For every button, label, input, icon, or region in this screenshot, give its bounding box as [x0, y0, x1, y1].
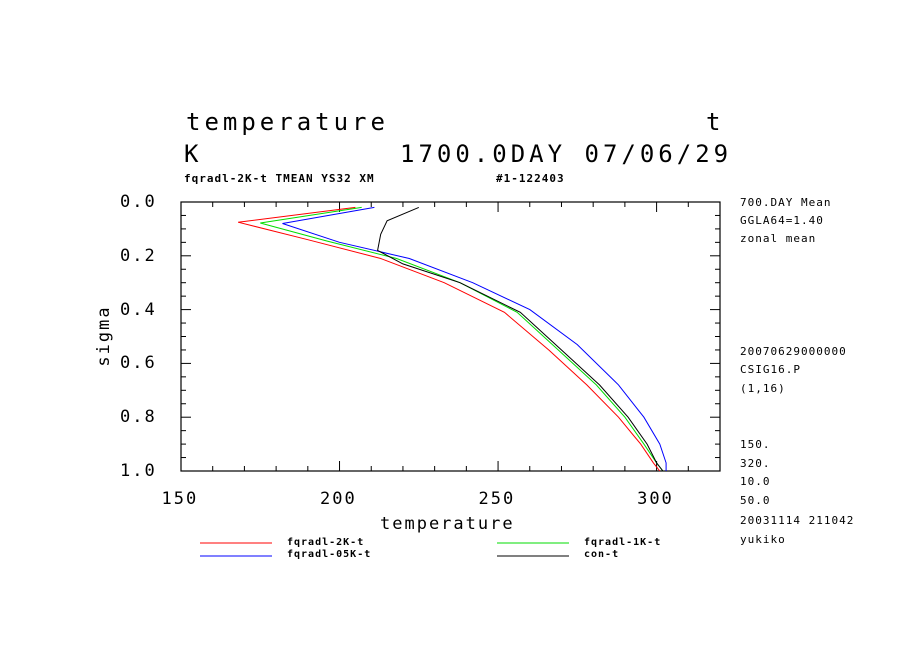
unit-label: K — [184, 140, 203, 168]
x-tick-label: 250 — [478, 489, 516, 509]
variable-name: t — [706, 108, 725, 136]
side-info-line: 700.DAY Mean — [740, 196, 832, 209]
side-info-line: CSIG16.P — [740, 363, 801, 376]
series-line-fqradl-1K-t — [260, 206, 664, 472]
subtitle-left: fqradl-2K-t TMEAN YS32 XM — [184, 172, 375, 185]
side-info-line: 20031114 211042 — [740, 514, 855, 527]
side-info-line: yukiko — [740, 533, 786, 546]
y-tick-label: 0.4 — [120, 299, 157, 320]
side-info-line: 20070629000000 — [740, 345, 847, 358]
side-info-line: 150. — [740, 438, 771, 451]
y-tick-label: 1.0 — [120, 461, 157, 481]
side-info-line: 50.0 — [740, 494, 771, 507]
legend-label: con-t — [584, 549, 620, 560]
legend-label: fqradl-2K-t — [287, 537, 365, 548]
y-tick-label: 0.6 — [120, 353, 157, 374]
y-tick-label: 0.8 — [120, 407, 157, 428]
x-tick-label: 200 — [320, 489, 357, 509]
y-tick-label: 0.2 — [120, 245, 157, 266]
x-tick-label: 150 — [161, 489, 199, 509]
side-info-line: GGLA64=1.40 — [740, 214, 824, 227]
x-axis-label: temperature — [380, 514, 515, 534]
y-tick-label: 0.0 — [120, 192, 157, 212]
legend-label: fqradl-05K-t — [287, 549, 372, 560]
subtitle-right: #1-122403 — [496, 172, 565, 185]
side-info-line: (1,16) — [740, 382, 786, 395]
series-line-fqradl-05K-t — [282, 206, 667, 471]
series-line-fqradl-2K-t — [237, 206, 661, 472]
plot-frame — [180, 201, 721, 472]
side-info-line: zonal mean — [740, 232, 817, 245]
axis-ticks — [180, 201, 721, 472]
legend-label: fqradl-1K-t — [584, 537, 662, 548]
side-info-line: 10.0 — [740, 475, 771, 488]
series-lines — [237, 206, 667, 472]
chart-title: temperature — [186, 108, 389, 136]
x-tick-label: 300 — [637, 489, 674, 509]
legend — [200, 542, 569, 557]
date-label: 1700.0DAY 07/06/29 — [400, 140, 733, 168]
series-line-con-t — [377, 206, 664, 472]
side-info-line: 320. — [740, 457, 771, 470]
